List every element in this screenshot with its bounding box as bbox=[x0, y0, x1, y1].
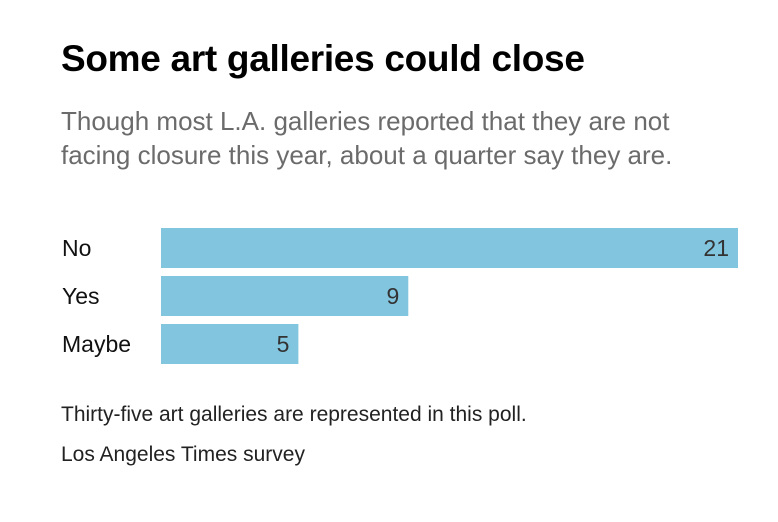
bar-yes bbox=[161, 276, 409, 316]
chart-subtitle: Though most L.A. galleries reported that… bbox=[61, 106, 673, 170]
chart-note: Thirty-five art galleries are represente… bbox=[61, 403, 527, 426]
data-label: 9 bbox=[386, 283, 399, 309]
chart-title: Some art galleries could close bbox=[61, 38, 585, 79]
bar-maybe bbox=[161, 324, 299, 364]
data-label: 5 bbox=[277, 331, 290, 357]
category-label: No bbox=[62, 235, 91, 261]
data-label: 21 bbox=[703, 235, 729, 261]
bar-no bbox=[161, 228, 738, 268]
category-label: Yes bbox=[62, 283, 100, 309]
category-label: Maybe bbox=[62, 331, 131, 357]
chart-source: Los Angeles Times survey bbox=[61, 443, 305, 466]
